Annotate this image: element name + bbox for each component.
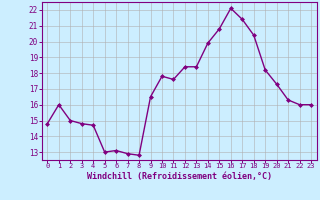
- X-axis label: Windchill (Refroidissement éolien,°C): Windchill (Refroidissement éolien,°C): [87, 172, 272, 181]
